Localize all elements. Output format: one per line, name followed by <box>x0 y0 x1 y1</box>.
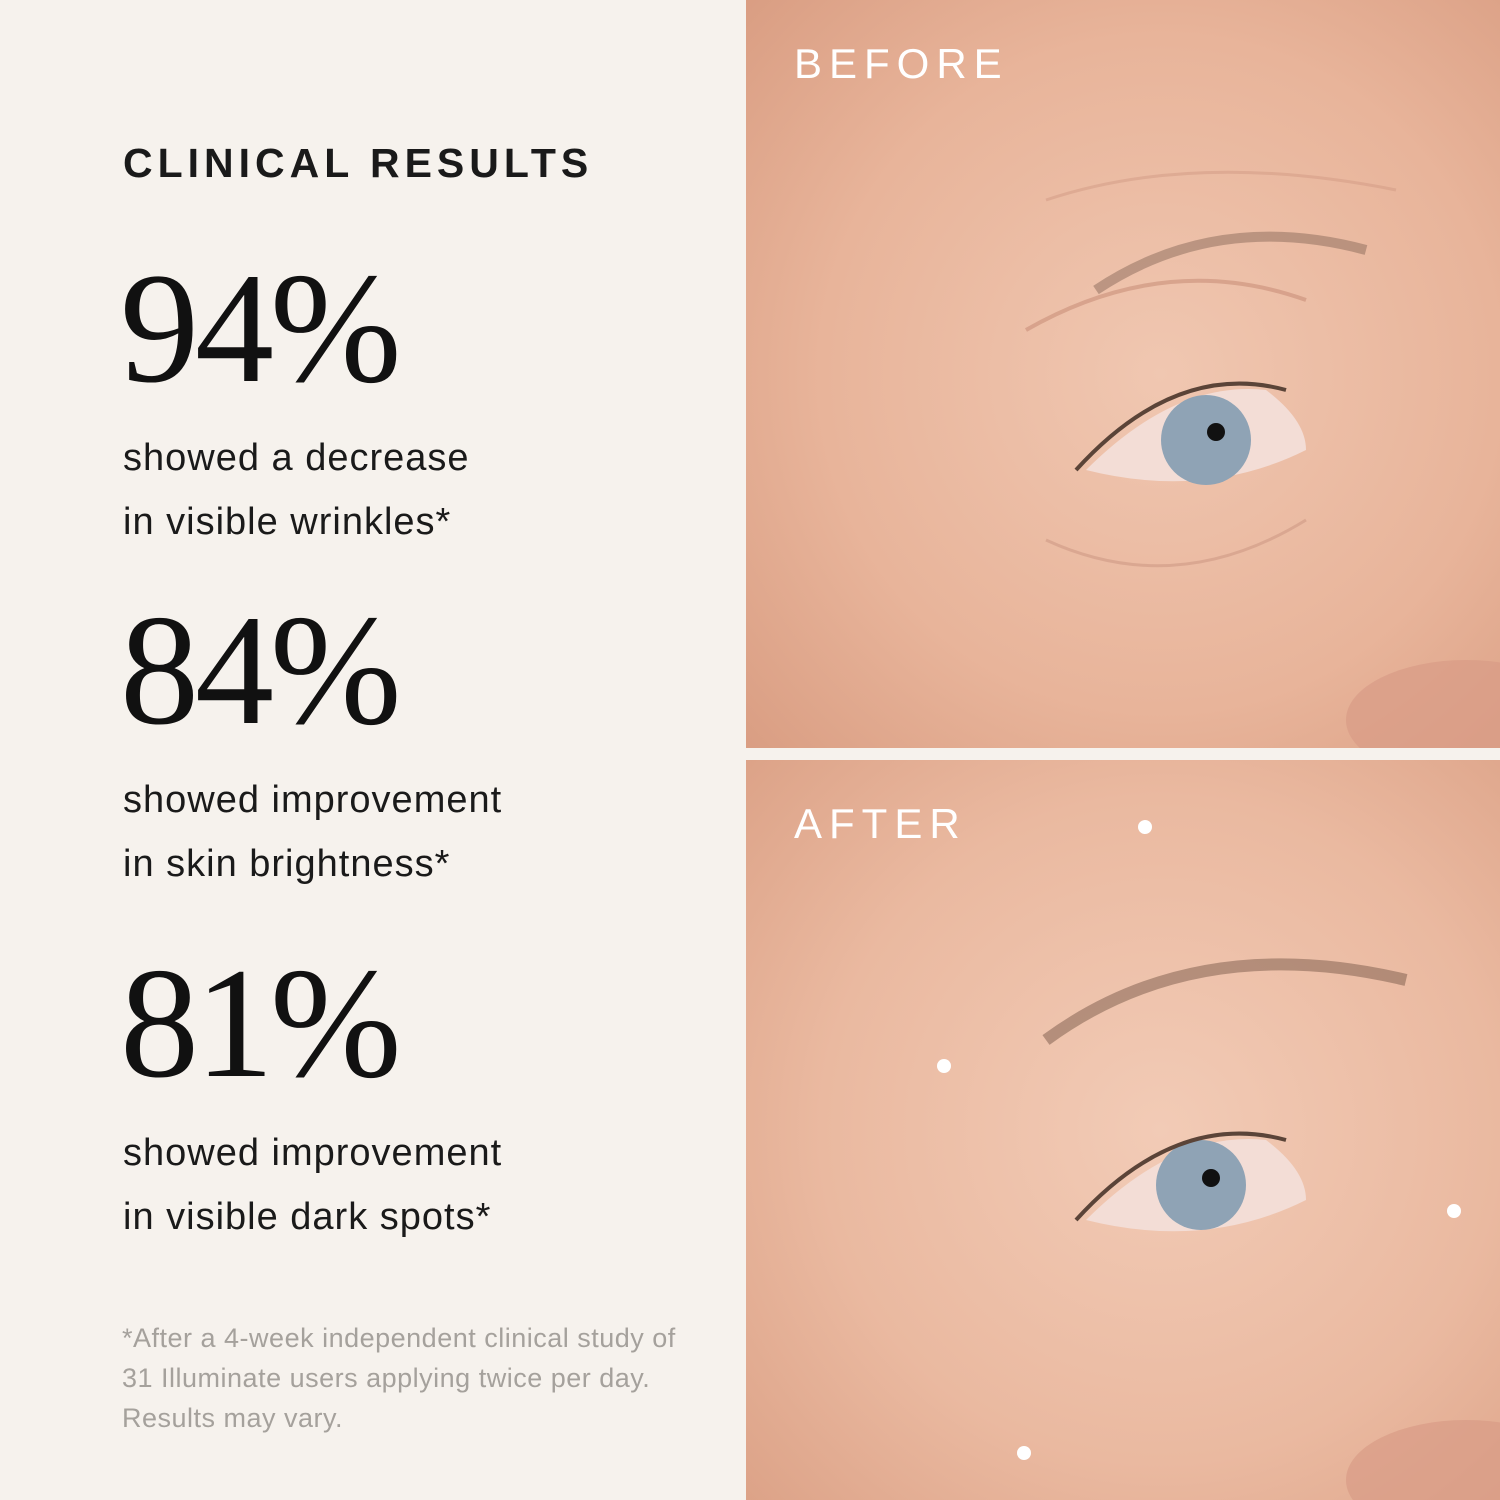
marker-dot <box>1138 820 1152 834</box>
stat-line: showed a decrease <box>123 437 470 479</box>
marker-dot <box>1017 1446 1031 1460</box>
stat-description: showed improvement in visible dark spots… <box>120 1121 502 1249</box>
before-label: BEFORE <box>794 40 1009 87</box>
stat-line: in visible wrinkles* <box>123 501 452 543</box>
stat-description: showed improvement in skin brightness* <box>120 768 502 896</box>
after-label: AFTER <box>794 800 967 847</box>
marker-dot <box>937 1059 951 1073</box>
stat-line: showed improvement <box>123 1132 503 1174</box>
stat-line: showed improvement <box>123 779 503 821</box>
stat-wrinkles: 94% showed a decrease in visible wrinkle… <box>120 250 470 554</box>
eye-image <box>746 0 1500 748</box>
stat-value: 94% <box>120 241 402 416</box>
results-panel: CLINICAL RESULTS 94% showed a decrease i… <box>0 0 746 1500</box>
stat-dark-spots: 81% showed improvement in visible dark s… <box>120 945 502 1249</box>
before-photo: BEFORE <box>746 0 1500 748</box>
stat-line: in visible dark spots* <box>123 1196 492 1238</box>
stat-value: 84% <box>120 583 402 758</box>
stat-value: 81% <box>120 936 402 1111</box>
heading: CLINICAL RESULTS <box>123 140 594 186</box>
footnote: *After a 4-week independent clinical stu… <box>122 1323 676 1433</box>
eye-image <box>746 760 1500 1500</box>
after-photo: AFTER <box>746 760 1500 1500</box>
marker-dot <box>1447 1204 1461 1218</box>
stat-description: showed a decrease in visible wrinkles* <box>120 426 470 554</box>
stat-brightness: 84% showed improvement in skin brightnes… <box>120 592 502 896</box>
stat-line: in skin brightness* <box>123 843 451 885</box>
